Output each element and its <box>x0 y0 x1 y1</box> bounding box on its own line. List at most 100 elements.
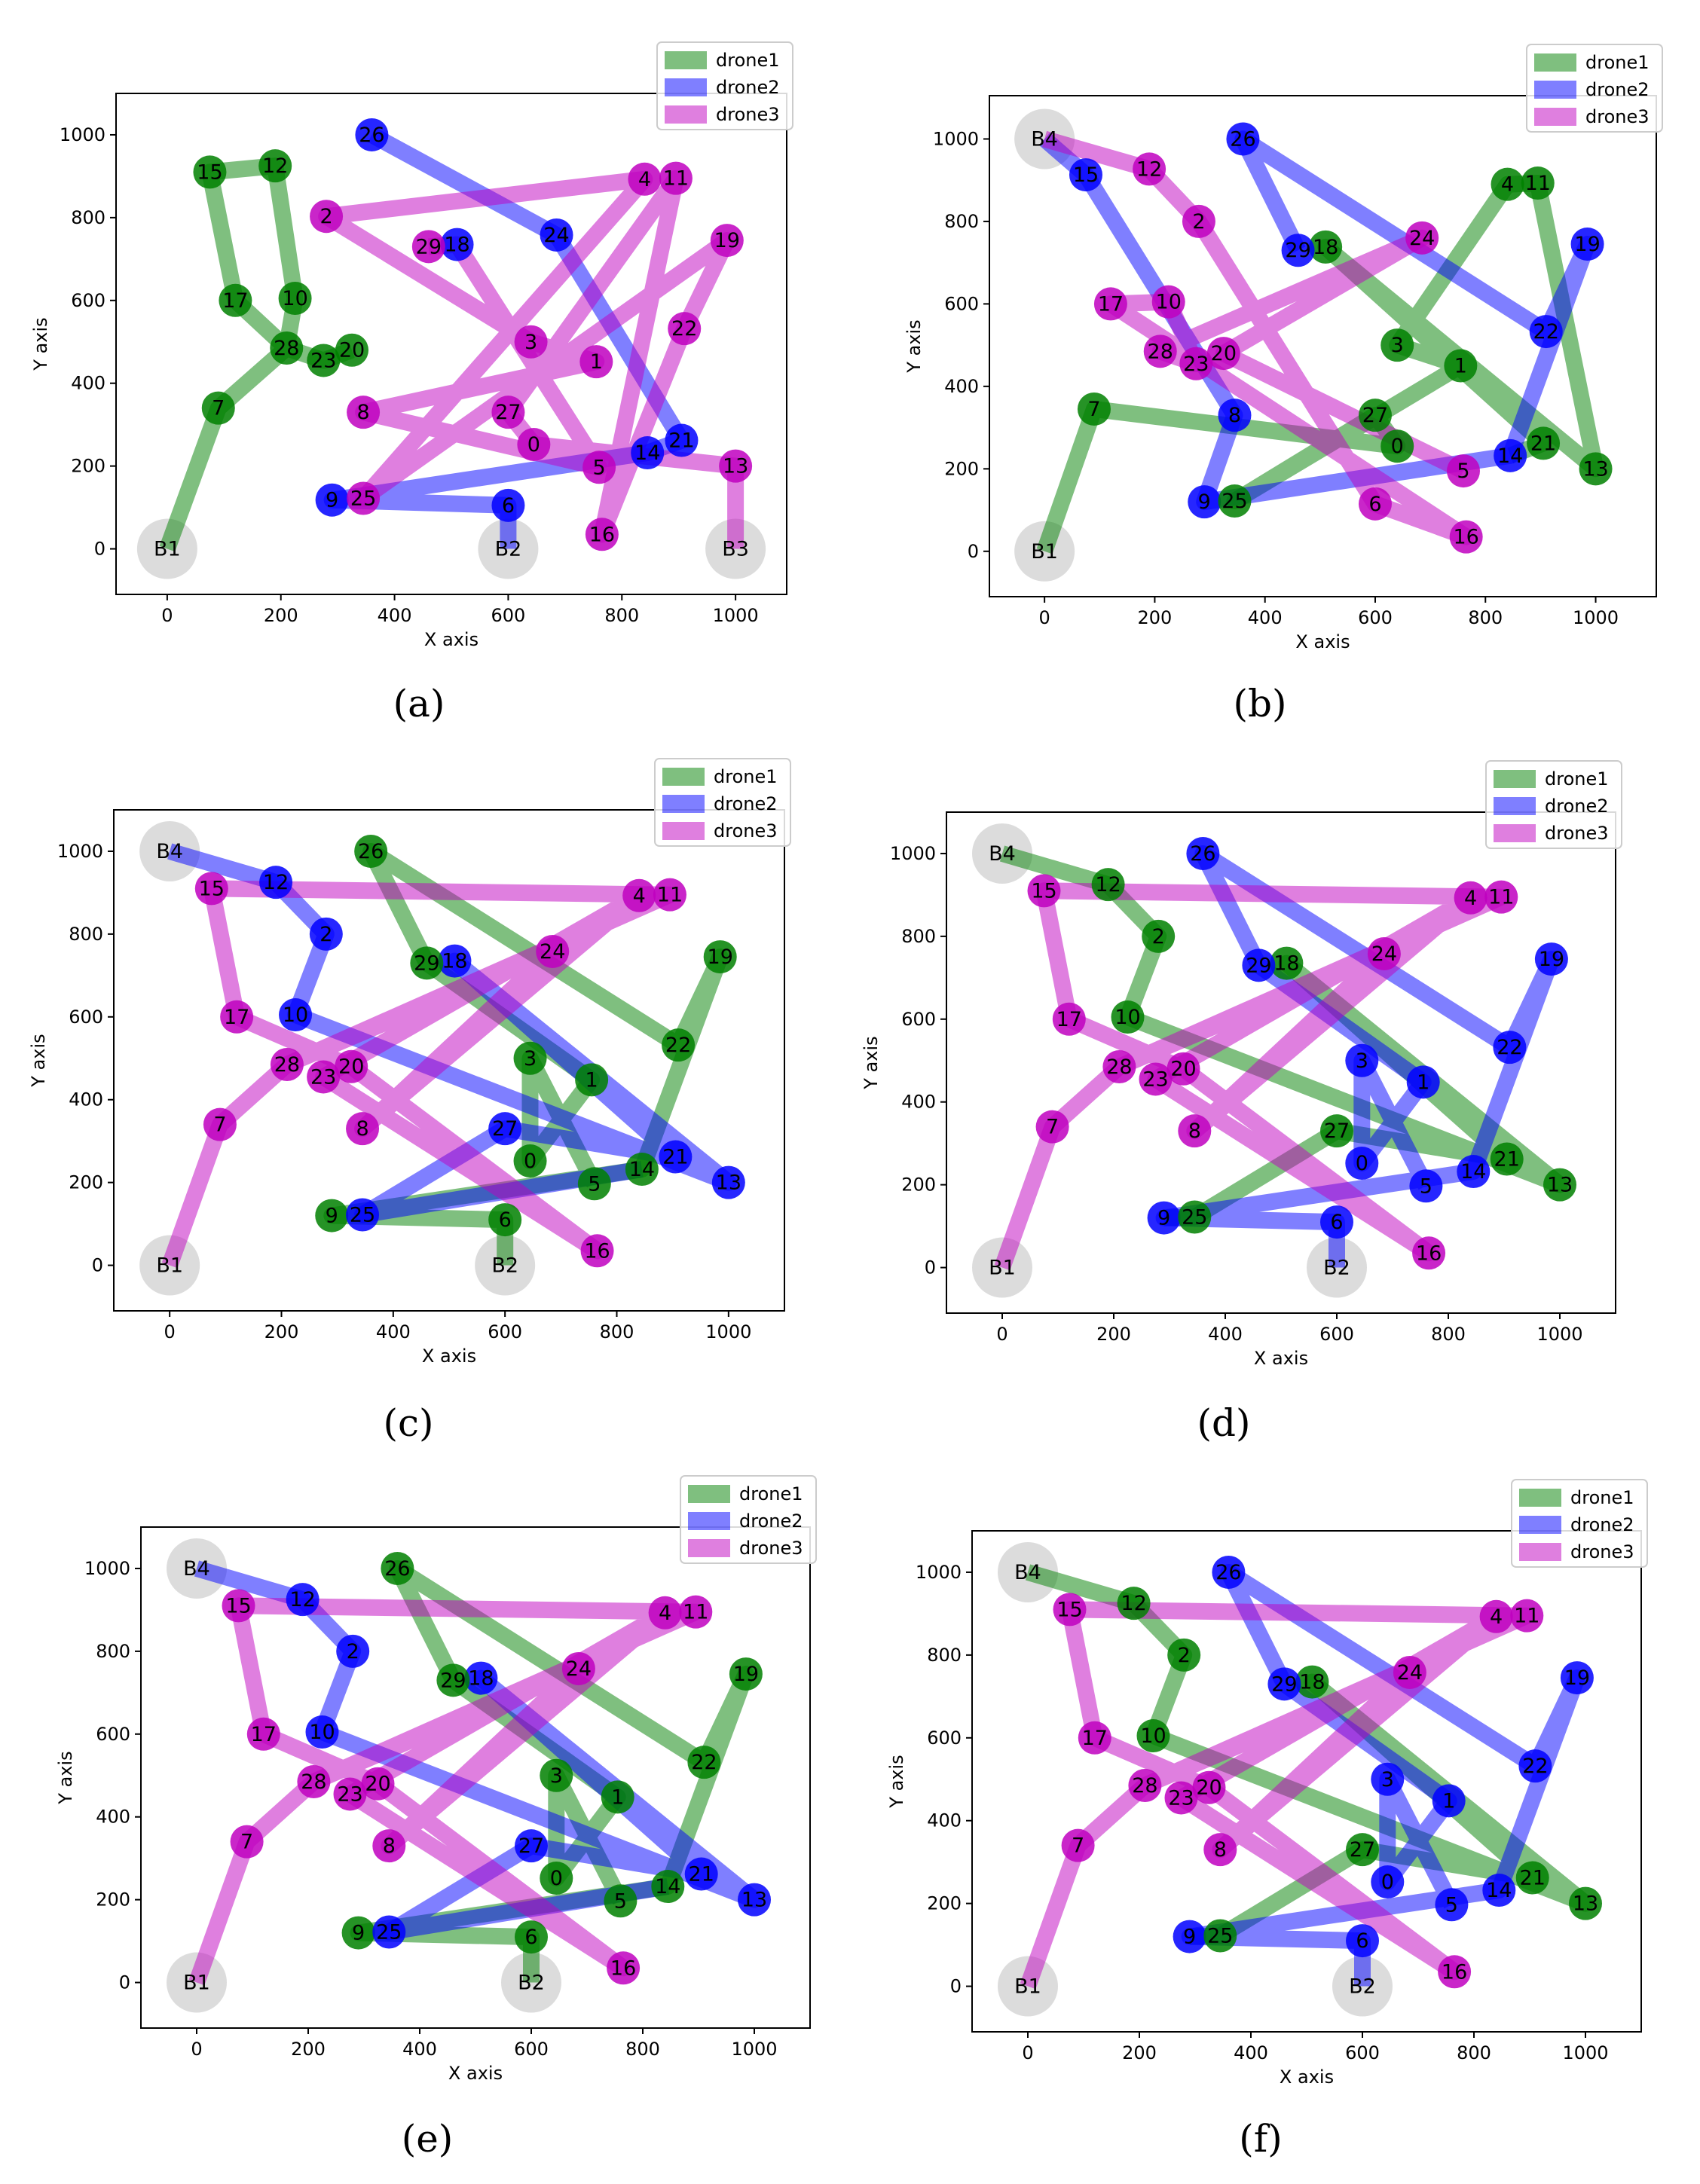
node-label: 29 <box>1285 239 1310 262</box>
node-marker <box>580 1234 614 1268</box>
node-marker <box>1281 234 1315 267</box>
node-marker <box>488 1112 522 1146</box>
node-label: 23 <box>1168 1786 1194 1810</box>
base-station-label: B2 <box>518 1972 545 1995</box>
node-label: 18 <box>442 950 467 973</box>
node-marker <box>1218 484 1252 518</box>
node-marker <box>585 518 619 551</box>
node-label: 27 <box>492 1117 518 1141</box>
legend-swatch-drone3 <box>1519 1543 1561 1561</box>
node-label: 10 <box>283 1003 308 1027</box>
node-label: 6 <box>499 1208 512 1232</box>
node-marker <box>1166 1052 1200 1086</box>
x-tick-label: 0 <box>996 1324 1007 1345</box>
node-label: 5 <box>1420 1174 1432 1198</box>
node-marker <box>1515 1861 1549 1895</box>
base-station-marker <box>1307 1237 1367 1298</box>
node-marker <box>653 878 686 912</box>
y-axis-label: Y axis <box>861 1036 882 1089</box>
node-label: 8 <box>383 1834 396 1858</box>
node-marker <box>1164 1781 1198 1815</box>
node-label: 20 <box>1170 1058 1196 1081</box>
node-marker <box>336 1634 370 1668</box>
node-label: 8 <box>1228 404 1241 427</box>
node-label: 0 <box>1356 1152 1368 1175</box>
node-label: 5 <box>1457 460 1469 483</box>
node-label: 11 <box>1514 1605 1539 1628</box>
base-station-marker <box>1332 1956 1393 2017</box>
node-marker <box>1178 1200 1212 1234</box>
node-label: 11 <box>1525 172 1551 195</box>
node-marker <box>491 488 525 522</box>
x-tick-label: 0 <box>164 1321 176 1342</box>
y-tick-label: 200 <box>944 458 979 479</box>
node-label: 12 <box>263 871 289 894</box>
node-label: 17 <box>1056 1008 1082 1031</box>
node-marker <box>193 155 227 189</box>
node-marker <box>540 1862 573 1895</box>
node-marker <box>1093 287 1127 321</box>
node-marker <box>1346 1924 1379 1958</box>
node-marker <box>1518 1749 1552 1783</box>
node-marker <box>628 162 662 196</box>
y-tick-label: 600 <box>944 293 979 314</box>
panel-label-text: (c) <box>383 1401 434 1445</box>
node-label: 22 <box>1522 1755 1548 1778</box>
panel-label-a: (a) <box>306 682 532 725</box>
node-label: 13 <box>716 1171 741 1195</box>
node-marker <box>1133 152 1166 186</box>
base-station-marker <box>972 823 1032 884</box>
y-tick-label: 0 <box>950 1976 962 1997</box>
panel-label-text: (b) <box>1233 682 1287 725</box>
x-tick-label: 400 <box>402 2039 437 2060</box>
node-label: 25 <box>1207 1924 1233 1947</box>
node-marker <box>1346 1833 1379 1867</box>
legend-label-drone3: drone3 <box>714 820 778 842</box>
node-marker <box>270 1047 304 1081</box>
node-label: 28 <box>301 1770 326 1794</box>
node-marker <box>1447 454 1481 488</box>
node-label: 7 <box>1072 1834 1084 1858</box>
node-label: 7 <box>213 1113 226 1137</box>
y-tick-label: 400 <box>71 373 105 394</box>
node-label: 19 <box>733 1663 759 1686</box>
node-marker <box>1457 1155 1491 1189</box>
node-label: 17 <box>1098 292 1124 316</box>
x-axis-label: X axis <box>1280 2066 1334 2088</box>
node-marker <box>307 1060 341 1094</box>
node-marker <box>625 1153 659 1187</box>
x-tick-label: 600 <box>491 605 526 626</box>
y-tick-label: 600 <box>901 1009 936 1030</box>
node-label: 6 <box>502 494 515 518</box>
node-label: 18 <box>1299 1671 1325 1694</box>
route-line-drone1 <box>159 157 355 552</box>
base-station-label: B1 <box>1014 1975 1041 1999</box>
node-label: 18 <box>444 234 469 257</box>
node-marker <box>659 1140 693 1174</box>
node-label: 17 <box>251 1723 277 1746</box>
node-marker <box>270 331 304 365</box>
node-marker <box>710 224 744 258</box>
node-label: 24 <box>1371 942 1397 966</box>
node-marker <box>1380 328 1414 362</box>
node-label: 11 <box>663 167 689 191</box>
x-tick-label: 400 <box>378 605 412 626</box>
x-tick-label: 1000 <box>731 2039 777 2060</box>
base-station-marker <box>136 518 197 579</box>
node-label: 15 <box>225 1594 251 1617</box>
x-tick-label: 800 <box>1468 607 1503 628</box>
base-station-label: B1 <box>154 538 181 561</box>
node-label: 19 <box>1539 948 1564 971</box>
node-label: 29 <box>1271 1672 1297 1696</box>
base-station-label: B2 <box>1323 1257 1350 1280</box>
node-label: 1 <box>1454 354 1467 377</box>
node-label: 8 <box>1188 1119 1201 1143</box>
node-label: 24 <box>566 1657 592 1681</box>
node-marker <box>361 1767 395 1801</box>
node-label: 4 <box>1464 887 1477 910</box>
legend-swatch-drone1 <box>1534 53 1576 72</box>
node-marker <box>488 1203 522 1237</box>
axes-frame <box>140 1526 811 2029</box>
